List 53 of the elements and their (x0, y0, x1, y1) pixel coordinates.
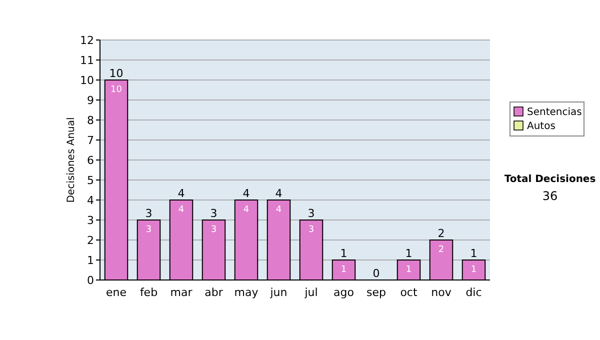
total-label: 3 (210, 207, 218, 220)
total-label: 1 (340, 247, 348, 260)
total-label: 3 (145, 207, 152, 220)
y-tick-label: 12 (80, 34, 94, 47)
data-label: 1 (470, 265, 477, 275)
y-tick-label: 10 (80, 74, 94, 87)
y-tick-label: 5 (87, 174, 94, 187)
data-label: 4 (243, 205, 250, 215)
x-tick-label: jun (269, 286, 288, 299)
x-tick-label: ene (106, 286, 127, 299)
total-label: 1 (470, 247, 478, 260)
data-label: 4 (276, 205, 282, 215)
y-tick-label: 2 (87, 234, 94, 247)
x-tick-label: nov (431, 286, 452, 299)
y-tick-label: 4 (87, 194, 94, 207)
total-label: 10 (109, 67, 124, 80)
data-label: 3 (308, 225, 314, 235)
y-tick-label: 9 (87, 94, 94, 107)
x-tick-label: oct (400, 286, 418, 299)
x-tick-label: jul (304, 286, 318, 299)
legend-label: Sentencias (527, 107, 582, 118)
x-tick-label: feb (140, 286, 158, 299)
text: Total Decisiones (504, 174, 596, 185)
data-label: 1 (340, 265, 347, 275)
data-label: 2 (438, 245, 444, 255)
x-tick-label: may (234, 286, 259, 299)
y-tick-label: 0 (87, 274, 94, 287)
y-tick-label: 3 (87, 214, 94, 227)
y-tick-label: 8 (87, 114, 94, 127)
y-tick-label: 11 (80, 54, 94, 67)
total-label: 2 (438, 227, 445, 240)
data-label: 1 (406, 265, 412, 275)
x-tick-label: sep (366, 286, 386, 299)
x-tick-label: mar (170, 286, 193, 299)
y-tick-label: 1 (87, 254, 94, 267)
total-label: 1 (405, 247, 412, 260)
x-tick-label: abr (204, 286, 224, 299)
legend-label: Autos (527, 121, 556, 132)
x-tick-label: ago (334, 286, 354, 299)
total-label: 3 (308, 207, 315, 220)
data-label: 3 (210, 225, 217, 235)
total-label: 0 (372, 267, 380, 280)
text: 36 (542, 189, 558, 203)
total-label: 4 (178, 187, 185, 200)
data-label: 3 (146, 225, 152, 235)
x-tick-label: dic (466, 286, 482, 299)
data-label: 4 (178, 205, 184, 215)
total-label: 4 (242, 187, 250, 200)
total-label: 4 (275, 187, 282, 200)
y-axis-title: Decisiones Anual (66, 117, 77, 203)
y-tick-label: 7 (87, 134, 94, 147)
data-label: 10 (110, 85, 122, 95)
y-tick-label: 6 (87, 154, 94, 167)
